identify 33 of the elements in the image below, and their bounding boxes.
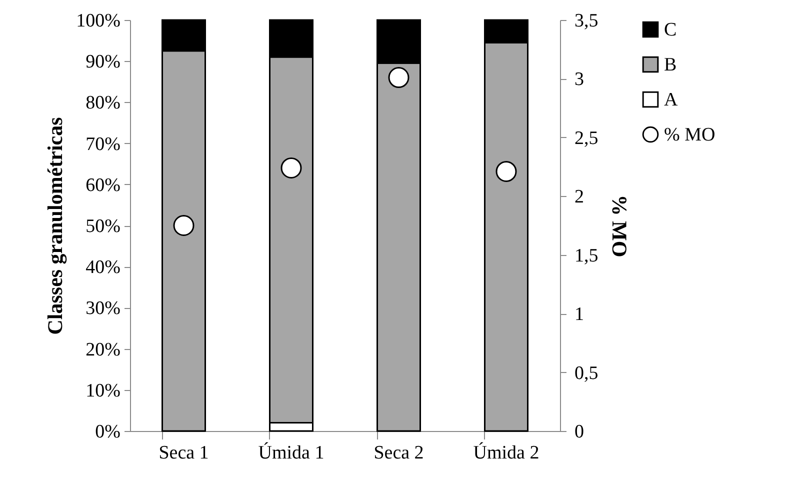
legend-label: B <box>664 54 677 76</box>
y2-tick-label: 2 <box>574 186 584 208</box>
y2-tick-label: 1,5 <box>574 245 598 266</box>
y-tick-label: 10% <box>86 380 121 402</box>
x-tick-label: Úmida 1 <box>258 442 324 464</box>
y-tick-label: 80% <box>86 92 121 114</box>
y2-axis-title: % MO <box>607 194 632 258</box>
y-tick-label: 40% <box>86 257 121 278</box>
x-tick-label: Seca 1 <box>158 442 209 464</box>
y2-tick-label: 2,5 <box>574 128 598 149</box>
legend-label: C <box>664 20 677 40</box>
y-tick-label: 50% <box>86 216 121 237</box>
y2-tick-label: 3,5 <box>574 10 598 32</box>
x-tick-label: Úmida 2 <box>473 442 540 464</box>
x-tick-label: Seca 2 <box>374 442 424 464</box>
y-tick-label: 90% <box>86 52 121 73</box>
y-tick-label: 30% <box>86 298 121 320</box>
y-tick-label: 70% <box>86 134 121 155</box>
y-tick-label: 20% <box>86 339 121 360</box>
y2-tick-label: 1 <box>574 304 584 326</box>
y-tick-label: 0% <box>95 422 121 442</box>
y2-tick-label: 3 <box>574 69 584 90</box>
point <box>496 161 517 182</box>
point <box>173 215 194 236</box>
point <box>280 157 302 178</box>
y-axis-title: Classes granulométricas <box>43 117 68 335</box>
legend-label: % MO <box>664 124 716 146</box>
point <box>388 67 410 88</box>
y2-tick-label: 0,5 <box>574 362 598 384</box>
legend-label: A <box>664 90 678 110</box>
y-tick-label: 100% <box>76 10 121 32</box>
y2-tick-label: 0 <box>574 422 584 442</box>
y-tick-label: 60% <box>86 174 121 196</box>
